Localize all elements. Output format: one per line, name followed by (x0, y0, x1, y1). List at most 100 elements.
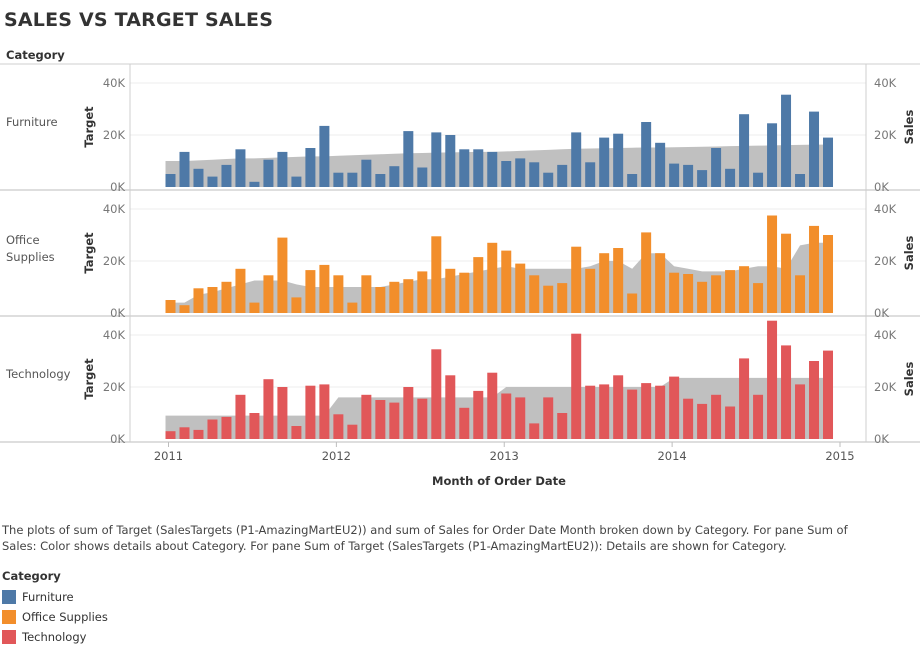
sales-bar-furniture (767, 123, 778, 187)
sales-bar-office-supplies (291, 297, 302, 313)
sales-bar-technology (739, 358, 750, 439)
left-tick-label: 20K (103, 380, 126, 394)
sales-bar-furniture (389, 166, 400, 187)
sales-bar-furniture (417, 167, 428, 187)
sales-bar-office-supplies (445, 268, 456, 313)
sales-bar-technology (613, 375, 624, 439)
sales-bar-technology (277, 387, 288, 439)
left-tick-label: 0K (110, 180, 125, 194)
row-header-category: Category (6, 48, 65, 62)
sales-bar-furniture (515, 158, 526, 187)
sales-bar-office-supplies (403, 279, 414, 313)
legend-item-technology[interactable]: Technology (2, 627, 108, 647)
sales-bar-office-supplies (333, 275, 344, 313)
sales-bar-technology (557, 413, 568, 439)
sales-bar-furniture (361, 159, 372, 187)
sales-bar-office-supplies (683, 274, 694, 313)
sales-bar-office-supplies (571, 246, 582, 313)
sales-bar-office-supplies (823, 235, 834, 313)
right-tick-label: 20K (874, 380, 897, 394)
right-axis-title: Sales (902, 110, 916, 145)
sales-bar-technology (417, 398, 428, 439)
sales-bar-technology (179, 427, 190, 439)
sales-bar-technology (809, 361, 820, 439)
sales-bar-office-supplies (417, 271, 428, 313)
sales-bar-furniture (249, 181, 260, 187)
sales-bar-furniture (543, 172, 554, 187)
sales-bar-technology (655, 385, 666, 439)
sales-bar-office-supplies (697, 281, 708, 313)
row-label-technology: Technology (5, 367, 71, 381)
sales-bar-technology (207, 419, 218, 439)
sales-bar-technology (431, 349, 442, 439)
right-axis-title: Sales (902, 362, 916, 397)
sales-bar-technology (697, 403, 708, 439)
sales-bar-technology (333, 414, 344, 439)
left-tick-label: 0K (110, 432, 125, 446)
chart-title: SALES VS TARGET SALES (4, 9, 274, 31)
sales-bar-furniture (445, 135, 456, 187)
sales-bar-furniture (781, 94, 792, 187)
sales-bar-technology (459, 407, 470, 439)
sales-bar-furniture (431, 132, 442, 187)
sales-bar-office-supplies (207, 287, 218, 313)
sales-bar-furniture (487, 151, 498, 187)
sales-bar-office-supplies (725, 270, 736, 313)
sales-bar-office-supplies (221, 281, 232, 313)
sales-bar-office-supplies (543, 285, 554, 313)
sales-bar-furniture (347, 172, 358, 187)
sales-bar-furniture (599, 137, 610, 187)
sales-bar-furniture (333, 172, 344, 187)
sales-bar-technology (193, 429, 204, 439)
sales-bar-furniture (277, 151, 288, 187)
sales-bar-technology (683, 398, 694, 439)
right-tick-label: 40K (874, 202, 897, 216)
sales-bar-office-supplies (529, 275, 540, 313)
legend-label: Furniture (22, 590, 74, 604)
sales-bar-furniture (557, 164, 568, 187)
sales-bar-technology (291, 426, 302, 439)
sales-bar-office-supplies (277, 237, 288, 313)
row-label-office-supplies: Office (6, 233, 40, 247)
legend-item-furniture[interactable]: Furniture (2, 587, 108, 607)
sales-bar-technology (571, 333, 582, 439)
right-tick-label: 20K (874, 128, 897, 142)
sales-bar-technology (641, 383, 652, 439)
left-tick-label: 0K (110, 306, 125, 320)
left-tick-label: 20K (103, 254, 126, 268)
right-tick-label: 40K (874, 76, 897, 90)
sales-bar-technology (305, 385, 316, 439)
sales-bar-office-supplies (263, 275, 274, 313)
x-axis-title: Month of Order Date (432, 474, 566, 488)
sales-bar-furniture (165, 174, 176, 187)
right-tick-label: 0K (874, 306, 889, 320)
sales-bar-technology (501, 393, 512, 439)
legend-item-office-supplies[interactable]: Office Supplies (2, 607, 108, 627)
sales-bar-furniture (739, 114, 750, 187)
sales-vs-target-chart: Furniture Target Sales 0K 0K 20K 20K 40K 40K Offi… (0, 63, 920, 488)
sales-bar-office-supplies (459, 272, 470, 313)
right-tick-label: 0K (874, 180, 889, 194)
sales-bar-furniture (725, 168, 736, 187)
legend-title: Category (2, 569, 61, 583)
x-tick-label: 2015 (825, 449, 854, 463)
right-tick-label: 0K (874, 432, 889, 446)
sales-bar-furniture (641, 122, 652, 187)
sales-bar-office-supplies (305, 270, 316, 313)
sales-bar-office-supplies (249, 302, 260, 313)
sales-bar-furniture (501, 161, 512, 187)
sales-bar-furniture (207, 176, 218, 187)
sales-bar-office-supplies (795, 275, 806, 313)
row-label-office-supplies: Supplies (6, 250, 55, 264)
sales-bar-technology (263, 379, 274, 439)
sales-bar-furniture (193, 168, 204, 187)
category-legend: Category Furniture Office Supplies Techn… (2, 569, 108, 647)
sales-bar-office-supplies (557, 283, 568, 313)
sales-bar-furniture (809, 111, 820, 187)
sales-bar-technology (753, 394, 764, 439)
sales-bar-technology (319, 384, 330, 439)
target-area-furniture (165, 144, 834, 187)
sales-bar-technology (585, 385, 596, 439)
sales-bar-technology (599, 384, 610, 439)
left-axis-title: Target (82, 232, 96, 274)
